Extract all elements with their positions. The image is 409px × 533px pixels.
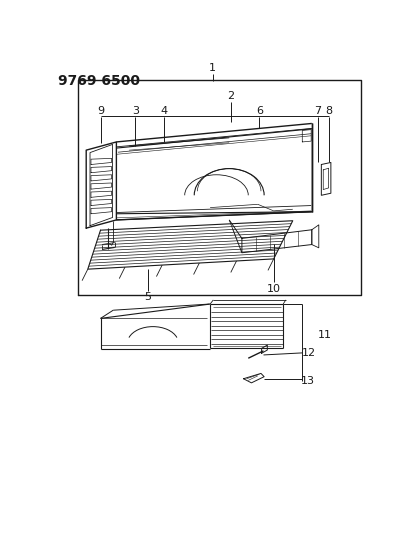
Text: 12: 12	[301, 348, 316, 358]
Text: 13: 13	[300, 376, 314, 386]
Text: 10: 10	[266, 284, 280, 294]
Text: 4: 4	[160, 106, 167, 116]
Text: 5: 5	[144, 292, 151, 302]
Text: 1: 1	[209, 63, 216, 74]
Text: 3: 3	[132, 106, 139, 116]
Text: 9769 6500: 9769 6500	[57, 74, 139, 88]
Text: 7: 7	[313, 106, 320, 116]
Text: 6: 6	[255, 106, 262, 116]
Text: 8: 8	[324, 106, 331, 116]
Text: 9: 9	[97, 106, 104, 116]
Text: 11: 11	[317, 330, 331, 340]
Text: 2: 2	[227, 91, 234, 101]
